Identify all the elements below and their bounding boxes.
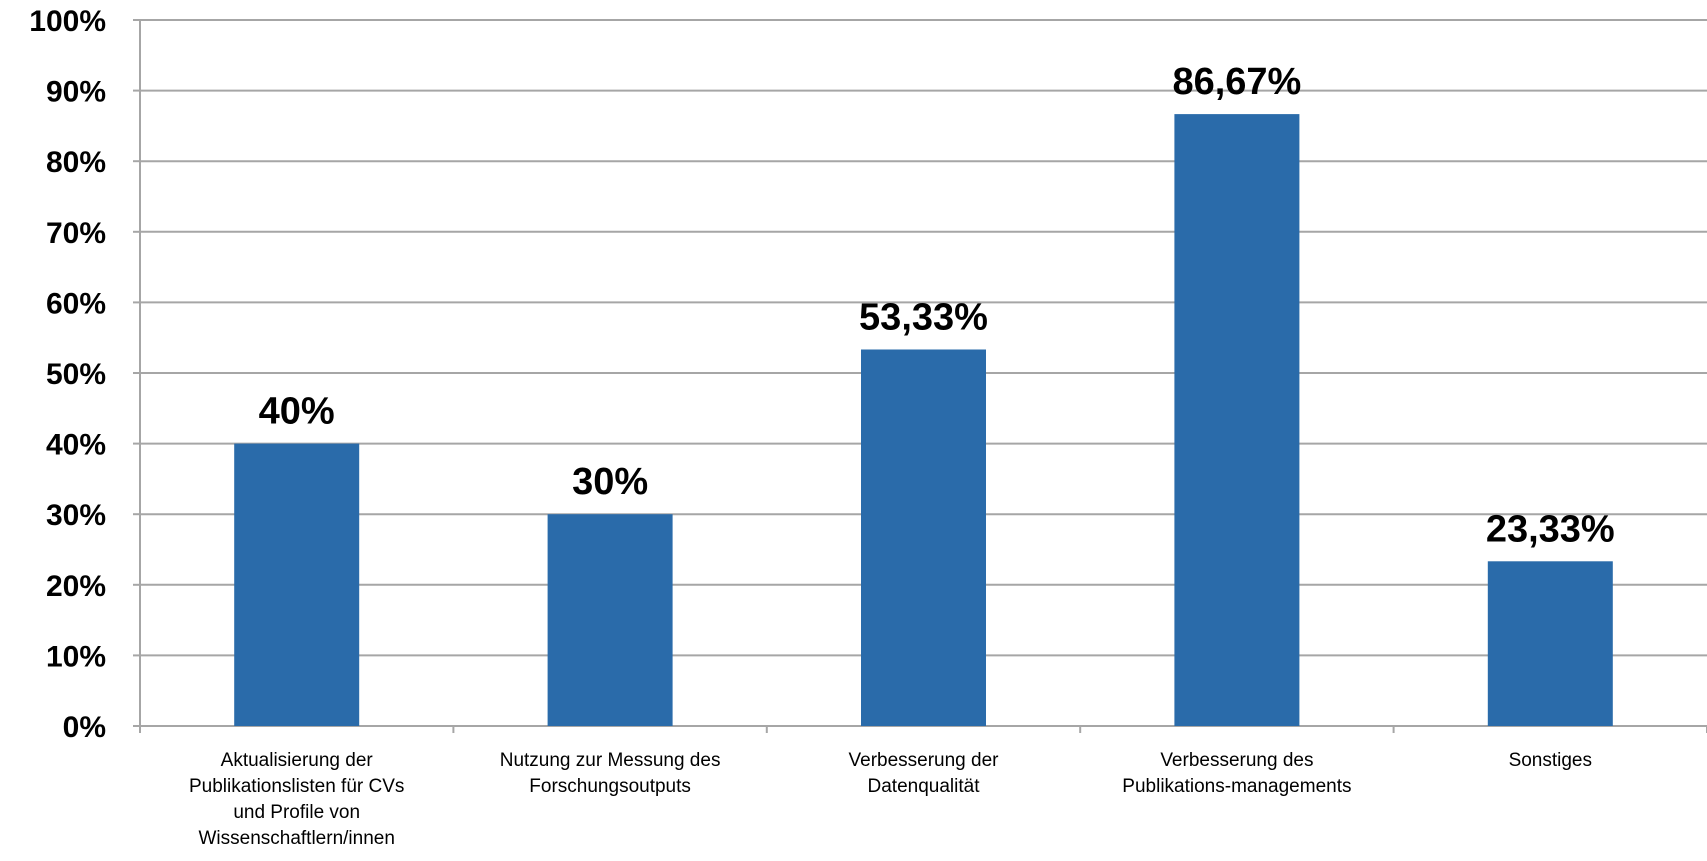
y-tick-label: 10% — [46, 640, 106, 673]
y-tick-label: 0% — [63, 711, 106, 744]
x-category-label-line: Datenqualität — [868, 776, 981, 797]
bar — [547, 514, 673, 726]
x-category-label-line: und Profile von — [233, 802, 360, 823]
y-tick-label: 90% — [46, 76, 106, 109]
x-category-label-line: Publikations-managements — [1122, 776, 1351, 797]
y-tick-label: 40% — [46, 429, 106, 462]
bar-data-label: 23,33% — [1486, 508, 1615, 550]
x-category-label-line: Aktualisierung der — [221, 750, 374, 771]
x-category-label-line: Publikationslisten für CVs — [189, 776, 404, 797]
x-category-label-line: Nutzung zur Messung des — [500, 750, 721, 771]
y-tick-label: 100% — [29, 5, 106, 38]
x-category-label-line: Sonstiges — [1509, 750, 1592, 771]
x-category-label-line: Verbesserung des — [1160, 750, 1313, 771]
bar-data-label: 86,67% — [1172, 61, 1301, 103]
bar — [1487, 561, 1613, 726]
x-category-label: Verbesserung der Datenqualität — [849, 750, 1000, 797]
data-labels: 40% 30% 53,33% 86,67% 23,33% — [259, 61, 1615, 550]
x-category-label: Nutzung zur Messung des Forschungsoutputs — [500, 750, 721, 797]
bar-data-label: 30% — [572, 461, 648, 503]
y-tick-label: 80% — [46, 146, 106, 179]
bars — [234, 114, 1613, 726]
bar-data-label: 40% — [259, 391, 335, 433]
x-category-label: Sonstiges — [1509, 750, 1592, 771]
y-tick-label: 30% — [46, 499, 106, 532]
bar-data-label: 53,33% — [859, 296, 988, 338]
bar — [861, 349, 986, 726]
y-tick-label: 20% — [46, 570, 106, 603]
y-tick-label: 50% — [46, 358, 106, 391]
x-category-label-line: Wissenschaftlern/innen — [198, 828, 394, 849]
y-tick-label: 70% — [46, 217, 106, 250]
bar — [1174, 114, 1300, 726]
x-category-label: Aktualisierung der Publikationslisten für… — [189, 750, 404, 849]
x-category-label: Verbesserung des Publikations-managements — [1122, 750, 1351, 797]
y-axis-tick-labels: 0% 10% 20% 30% 40% 50% 60% 70% 80% 90% 100% — [29, 5, 106, 744]
x-category-label-line: Verbesserung der — [849, 750, 1000, 771]
y-tick-label: 60% — [46, 287, 106, 320]
bar — [234, 443, 360, 726]
x-category-label-line: Forschungsoutputs — [529, 776, 691, 797]
x-axis-category-labels: Aktualisierung der Publikationslisten für… — [189, 750, 1592, 849]
